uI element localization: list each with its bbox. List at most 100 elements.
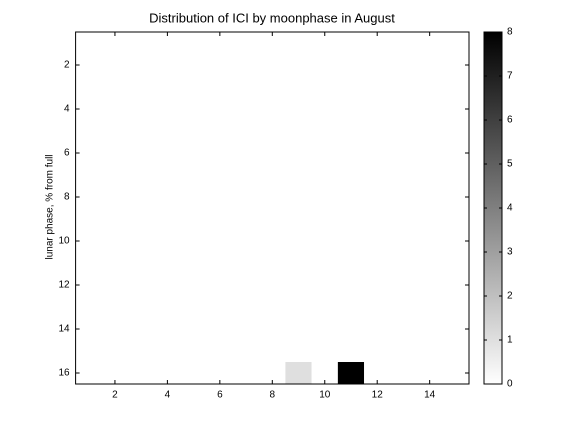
heatmap-cell (390, 76, 417, 98)
heatmap-cell (101, 252, 129, 274)
heatmap-cell (232, 142, 260, 164)
heatmap-cell (311, 76, 338, 98)
heatmap-cell (232, 76, 260, 98)
heatmap-cell (232, 98, 260, 120)
heatmap-cell (206, 164, 233, 186)
heatmap-cell (390, 164, 417, 186)
heatmap-cell (154, 120, 181, 142)
heatmap-cell (75, 318, 102, 340)
heatmap-cell (285, 76, 312, 98)
heatmap-cell (285, 120, 312, 142)
heatmap-cell (416, 274, 443, 296)
heatmap-cell (180, 186, 207, 208)
heatmap-cell (101, 318, 129, 340)
heatmap-cell (180, 120, 207, 142)
heatmap-cell (285, 362, 312, 384)
heatmap-cell (364, 120, 391, 142)
heatmap-cell (416, 230, 443, 252)
heatmap-cell (390, 252, 417, 274)
heatmap-cell (180, 208, 207, 230)
heatmap-cell (101, 362, 129, 384)
heatmap-cell (259, 362, 286, 384)
heatmap-cell (390, 142, 417, 164)
heatmap-cell (101, 54, 129, 76)
heatmap-cell (311, 296, 338, 318)
heatmap-cell (101, 186, 129, 208)
heatmap-cell (75, 274, 102, 296)
heatmap-cell (337, 252, 365, 274)
heatmap-cell (180, 98, 207, 120)
heatmap-cell (259, 208, 286, 230)
heatmap-cell (364, 252, 391, 274)
colorbar-tick-label: 8 (507, 27, 513, 38)
heatmap-cell (285, 296, 312, 318)
chart-title: Distribution of ICI by moonphase in Augu… (149, 10, 395, 25)
heatmap-cell (337, 296, 365, 318)
heatmap-cell (206, 76, 233, 98)
heatmap-cell (364, 340, 391, 362)
heatmap-cell (285, 274, 312, 296)
heatmap-cell (285, 340, 312, 362)
heatmap-cell (364, 76, 391, 98)
heatmap-cell (75, 164, 102, 186)
heatmap-cell (75, 98, 102, 120)
heatmap-cell (232, 274, 260, 296)
heatmap-cell (180, 142, 207, 164)
heatmap-cell (259, 76, 286, 98)
heatmap-cell (259, 186, 286, 208)
heatmap-cell (128, 76, 155, 98)
heatmap-cell (128, 296, 155, 318)
heatmap-cell (128, 208, 155, 230)
heatmap-cell (416, 362, 443, 384)
heatmap-cell (128, 164, 155, 186)
heatmap-cell (206, 120, 233, 142)
heatmap-cell (416, 296, 443, 318)
heatmap-cell (364, 186, 391, 208)
heatmap-cell (442, 76, 469, 98)
heatmap-cell (285, 230, 312, 252)
heatmap-cell (442, 32, 469, 54)
heatmap-cell (390, 208, 417, 230)
heatmap-cell (390, 340, 417, 362)
heatmap-cell (337, 186, 365, 208)
heatmap-cell (390, 296, 417, 318)
heatmap-cell (311, 54, 338, 76)
heatmap-cell (337, 54, 365, 76)
heatmap-cell (442, 98, 469, 120)
heatmap-cell (337, 32, 365, 54)
heatmap-cell (442, 340, 469, 362)
x-tick-label: 14 (424, 390, 436, 401)
heatmap-cell (337, 142, 365, 164)
heatmap-cell (180, 362, 207, 384)
heatmap-cell (101, 164, 129, 186)
heatmap-cell (311, 274, 338, 296)
colorbar-tick-label: 1 (507, 335, 513, 346)
heatmap-cell (364, 164, 391, 186)
heatmap-cell (128, 362, 155, 384)
x-tick-label: 8 (270, 390, 276, 401)
heatmap-cell (311, 186, 338, 208)
heatmap-cell (206, 54, 233, 76)
heatmap-cell (206, 98, 233, 120)
colorbar-tick-label: 2 (507, 291, 513, 302)
heatmap-cell (442, 230, 469, 252)
heatmap-cell (180, 340, 207, 362)
heatmap-cell (75, 120, 102, 142)
heatmap-cell (390, 186, 417, 208)
heatmap-cell (154, 340, 181, 362)
heatmap-cell (75, 230, 102, 252)
x-tick-label: 2 (112, 390, 118, 401)
heatmap-cell (259, 274, 286, 296)
heatmap-cell (154, 252, 181, 274)
heatmap-cell (101, 208, 129, 230)
y-axis-label: lunar phase, % from full (45, 154, 56, 259)
heatmap-cell (442, 296, 469, 318)
heatmap-cell (285, 32, 312, 54)
heatmap-cell (442, 274, 469, 296)
heatmap-cell (206, 274, 233, 296)
heatmap-cell (206, 32, 233, 54)
heatmap-cell (364, 296, 391, 318)
heatmap-cell (154, 142, 181, 164)
heatmap-cell (128, 120, 155, 142)
heatmap-cell (311, 252, 338, 274)
